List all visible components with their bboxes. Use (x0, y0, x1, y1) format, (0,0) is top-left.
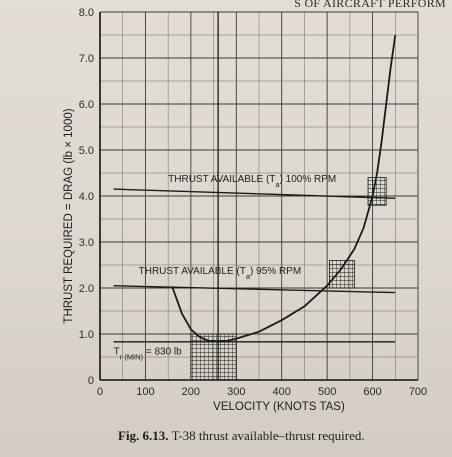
x-axis-title: VELOCITY (KNOTS TAS) (213, 401, 345, 413)
x-tick-label: 700 (409, 386, 427, 398)
running-header: S OF AIRCRAFT PERFORM (294, 0, 446, 10)
y-tick-label: 1.0 (79, 329, 94, 341)
x-tick-label: 500 (318, 386, 336, 398)
y-axis-title: THRUST REQUIRED = DRAG (lb × 1000) (63, 108, 75, 323)
caption-label: Fig. 6.13. (118, 428, 169, 443)
series-thrust-available-95 (113, 285, 396, 294)
annotation-tail-text: ) 100% RPM (280, 174, 337, 185)
y-tick-label: 8.0 (79, 7, 94, 19)
thrust-chart: 0 1.0 2.0 3.0 4.0 5.0 6.0 7.0 8.0 0 100 200 300 400 50… (63, 7, 427, 413)
x-tick-label: 200 (182, 386, 200, 398)
figure-caption: Fig. 6.13. T-38 thrust available–thrust … (118, 428, 365, 444)
y-tick-label: 6.0 (79, 99, 94, 111)
annotation-tail-text: = 830 lb (143, 347, 182, 358)
annotation-main-text: T (114, 347, 120, 358)
hatched-region (329, 259, 355, 289)
y-tick-label: 3.0 (79, 237, 94, 249)
annotation-tail-text: ) 95% RPM (250, 266, 301, 277)
caption-text: T-38 thrust available–thrust required. (171, 428, 365, 443)
annotation-subscript: a (246, 272, 251, 281)
x-tick-label: 300 (227, 386, 245, 398)
y-tick-label: 4.0 (79, 191, 94, 203)
annotation-trmin: Tr (MIN) = 830 lb (114, 347, 183, 362)
y-tick-label: 2.0 (79, 283, 94, 295)
x-tick-label: 0 (97, 386, 103, 398)
x-tick-label: 100 (136, 386, 154, 398)
annotation-subscript: r (MIN) (120, 352, 144, 361)
x-tick-label: 400 (273, 386, 291, 398)
y-tick-label: 7.0 (79, 53, 94, 65)
annotation-ta100: THRUST AVAILABLE (Ta) 100% RPM (168, 174, 336, 189)
annotation-main-text: THRUST AVAILABLE (T (139, 266, 246, 277)
series-thrust-available-100 (113, 188, 396, 199)
annotation-ta95: THRUST AVAILABLE (Ta) 95% RPM (139, 266, 302, 281)
series-thrust-required (171, 34, 397, 343)
annotation-main-text: THRUST AVAILABLE (T (168, 174, 275, 185)
x-tick-label: 600 (363, 386, 381, 398)
annotation-subscript: a (275, 180, 280, 189)
y-tick-label: 5.0 (79, 145, 94, 157)
y-tick-label: 0 (88, 375, 94, 387)
